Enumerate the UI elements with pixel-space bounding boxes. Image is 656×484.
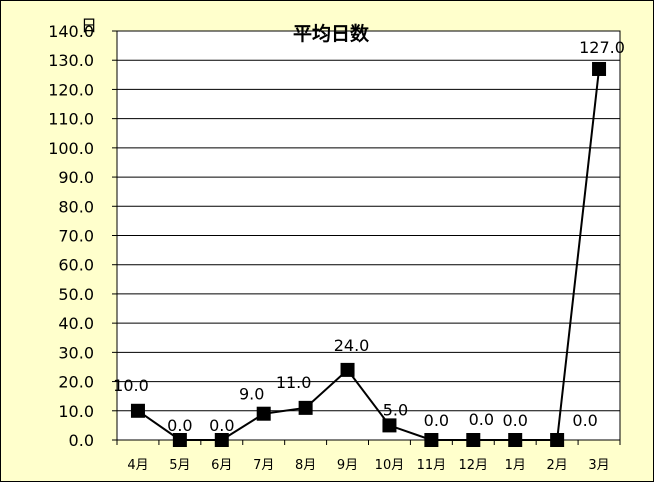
y-tick-label: 60.0 [58,256,94,275]
y-tick-label: 20.0 [58,373,94,392]
data-point [172,433,187,447]
x-tick-label: 2月 [546,458,567,473]
x-tick-label: 9月 [337,458,358,473]
y-tick-label: 10.0 [58,402,94,421]
x-tick-label: 10月 [375,458,405,473]
data-point [550,433,565,447]
data-point [256,406,271,421]
data-label: 10.0 [113,376,149,395]
y-tick-label: 100.0 [48,139,94,158]
x-tick-label: 11月 [417,458,447,473]
data-label: 9.0 [239,385,264,404]
y-tick-label: 0.0 [69,431,94,450]
data-point [298,400,313,415]
y-tick-label: 40.0 [58,314,94,333]
data-label: 127.0 [579,38,625,57]
x-tick-label: 4月 [127,458,148,473]
data-point [466,433,481,447]
y-tick-label: 120.0 [48,80,94,99]
data-label: 0.0 [502,411,527,430]
y-tick-label: 110.0 [48,110,94,129]
data-point [382,418,397,433]
data-label: 0.0 [167,416,192,435]
x-tick-label: 8月 [295,458,316,473]
y-tick-label: 70.0 [58,227,94,246]
y-axis-unit-label: 日 [81,16,97,35]
data-point [424,433,439,447]
data-label: 0.0 [424,411,449,430]
x-tick-label: 6月 [211,458,232,473]
data-point [214,433,229,447]
x-tick-label: 3月 [588,458,609,473]
data-label: 0.0 [469,410,494,429]
data-label: 11.0 [276,373,312,392]
y-tick-label: 140.0 [48,22,94,41]
data-point [340,362,355,377]
x-tick-label: 12月 [459,458,489,473]
data-label: 24.0 [334,336,370,355]
data-label: 0.0 [572,411,597,430]
y-tick-label: 130.0 [48,51,94,70]
x-tick-label: 5月 [169,458,190,473]
data-point [508,433,523,447]
x-tick-label: 1月 [505,458,526,473]
data-label: 5.0 [383,400,408,419]
y-tick-label: 80.0 [58,197,94,216]
x-tick-label: 7月 [253,458,274,473]
y-tick-label: 90.0 [58,168,94,187]
data-point [130,403,145,418]
y-tick-label: 50.0 [58,285,94,304]
data-label: 0.0 [209,416,234,435]
y-tick-label: 30.0 [58,343,94,362]
chart-title: 平均日数 [293,22,370,45]
data-point [592,61,607,76]
